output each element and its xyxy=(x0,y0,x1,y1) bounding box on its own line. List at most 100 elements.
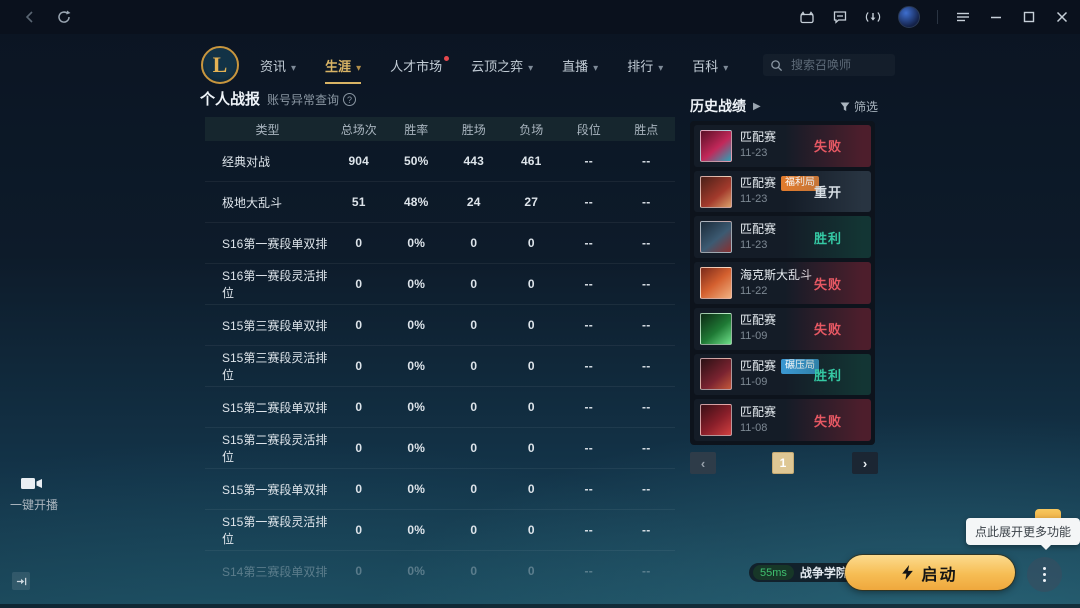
column-header: 段位 xyxy=(576,122,601,137)
nav-tab[interactable]: 直播 xyxy=(562,56,598,84)
collapse-sidebar-button[interactable] xyxy=(12,572,30,590)
champion-avatar xyxy=(700,404,732,437)
summoner-search[interactable] xyxy=(763,54,895,76)
launch-button[interactable]: 启动 xyxy=(845,555,1015,590)
help-icon[interactable]: ? xyxy=(343,93,357,106)
match-card[interactable]: 匹配赛 福利局 11-23 重开 xyxy=(694,170,871,213)
table-row[interactable]: S16第一赛段单双排 0 0% 0 0 -- -- xyxy=(205,223,675,264)
nav-tab[interactable]: 云顶之弈 xyxy=(471,56,533,84)
table-row[interactable]: 极地大乱斗 51 48% 24 27 -- -- xyxy=(205,182,675,223)
minimize-icon[interactable] xyxy=(988,9,1004,25)
cell-losses: 0 xyxy=(527,236,535,250)
maximize-icon[interactable] xyxy=(1021,9,1037,25)
table-row[interactable]: S15第一赛段单双排 0 0% 0 0 -- -- xyxy=(205,469,675,510)
cell-points: -- xyxy=(642,154,651,168)
cell-wins: 0 xyxy=(470,318,478,332)
cell-tier: -- xyxy=(584,523,593,537)
live-tv-icon[interactable] xyxy=(799,9,815,25)
cell-total: 51 xyxy=(351,195,366,209)
match-info: 匹配赛 11-23 xyxy=(740,222,776,253)
main-nav: 资讯 生涯 人才市场 云顶之弈 直播 排行 百科 xyxy=(260,56,728,84)
nav-tab[interactable]: 资讯 xyxy=(260,56,296,84)
cell-wins: 0 xyxy=(470,441,478,455)
current-page-button[interactable]: 1 xyxy=(772,452,794,474)
page-title: 个人战报 xyxy=(200,91,261,108)
table-row[interactable]: S15第二赛段灵活排位 0 0% 0 0 -- -- xyxy=(205,428,675,469)
chevron-right-icon[interactable]: ▶ xyxy=(753,100,761,112)
table-row[interactable]: 经典对战 904 50% 443 461 -- -- xyxy=(205,141,675,182)
queue-label: 匹配赛 xyxy=(740,221,777,236)
stats-table-header: 类型 总场次 胜率 胜场 负场 段位 胜点 xyxy=(205,117,675,141)
match-card[interactable]: 匹配赛 碾压局 11-09 胜利 xyxy=(694,353,871,396)
nav-tab[interactable]: 生涯 xyxy=(325,56,362,84)
account-anomaly-link[interactable]: 账号异常查询 ? xyxy=(267,91,357,108)
cell-type: S15第二赛段灵活排位 xyxy=(222,433,328,464)
column-header: 总场次 xyxy=(340,122,377,137)
match-card[interactable]: 匹配赛 11-23 失败 xyxy=(694,125,871,167)
ping-badge: 55ms xyxy=(753,565,794,580)
cell-total: 0 xyxy=(355,359,363,373)
match-card[interactable]: 匹配赛 11-23 胜利 xyxy=(694,216,871,259)
match-date: 11-09 xyxy=(740,376,768,389)
cell-total: 0 xyxy=(355,523,363,537)
stream-label: 一键开播 xyxy=(9,498,58,512)
table-row[interactable]: S15第二赛段单双排 0 0% 0 0 -- -- xyxy=(205,387,675,428)
more-options-button[interactable] xyxy=(1027,557,1062,592)
cell-type: S16第一赛段灵活排位 xyxy=(222,269,328,300)
cell-total: 0 xyxy=(355,400,363,414)
cell-tier: -- xyxy=(584,482,593,496)
cell-type: S15第三赛段单双排 xyxy=(222,318,328,333)
champion-avatar xyxy=(700,129,732,162)
user-avatar[interactable] xyxy=(898,6,920,28)
cell-wins: 0 xyxy=(470,523,478,537)
cell-tier: -- xyxy=(584,400,593,414)
cell-total: 0 xyxy=(355,277,363,291)
cell-wins: 443 xyxy=(463,154,485,168)
column-header: 胜点 xyxy=(634,122,659,137)
download-icon[interactable] xyxy=(865,9,881,25)
match-result: 重开 xyxy=(785,170,871,213)
cell-losses: 0 xyxy=(527,359,535,373)
nav-tab[interactable]: 百科 xyxy=(692,56,728,84)
table-row[interactable]: S16第一赛段灵活排位 0 0% 0 0 -- -- xyxy=(205,264,675,305)
window-controls xyxy=(799,0,1070,34)
cell-tier: -- xyxy=(584,564,593,578)
refresh-icon[interactable] xyxy=(56,9,72,25)
match-history-panel: 匹配赛 11-23 失败 匹配赛 福利局 11-23 重开 xyxy=(690,121,875,445)
message-icon[interactable] xyxy=(832,9,848,25)
back-icon[interactable] xyxy=(22,9,38,25)
next-page-button[interactable]: › xyxy=(852,452,878,474)
table-row[interactable]: S15第三赛段单双排 0 0% 0 0 -- -- xyxy=(205,305,675,346)
menu-icon[interactable] xyxy=(955,9,971,25)
match-date: 11-22 xyxy=(740,284,768,297)
match-result: 失败 xyxy=(785,307,871,350)
cell-type: S16第一赛段单双排 xyxy=(222,236,328,251)
one-click-stream-button[interactable] xyxy=(21,476,43,491)
match-card[interactable]: 匹配赛 11-08 失败 xyxy=(694,399,871,442)
table-row[interactable]: S15第一赛段灵活排位 0 0% 0 0 -- -- xyxy=(205,510,675,551)
cell-tier: -- xyxy=(584,277,593,291)
history-title: 历史战绩 ▶ xyxy=(690,96,761,116)
table-row[interactable]: S14第三赛段单双排 0 0% 0 0 -- -- xyxy=(205,551,675,591)
cell-wins: 24 xyxy=(466,195,481,209)
cell-type: S15第一赛段单双排 xyxy=(222,482,328,497)
match-info: 匹配赛 11-08 xyxy=(740,405,776,436)
cell-losses: 0 xyxy=(527,523,535,537)
cell-losses: 0 xyxy=(527,564,535,578)
match-card[interactable]: 匹配赛 11-09 失败 xyxy=(694,307,871,350)
nav-tab[interactable]: 人才市场 xyxy=(390,56,450,84)
close-icon[interactable] xyxy=(1054,9,1070,25)
cell-wins: 0 xyxy=(470,359,478,373)
cell-losses: 27 xyxy=(524,195,539,209)
cell-tier: -- xyxy=(584,236,593,250)
match-card[interactable]: 海克斯大乱斗 11-22 失败 xyxy=(694,262,871,304)
queue-label: 匹配赛 xyxy=(740,404,777,419)
prev-page-button[interactable]: ‹ xyxy=(690,452,716,474)
nav-tab[interactable]: 排行 xyxy=(627,56,663,84)
filter-button[interactable]: 筛选 xyxy=(840,98,878,115)
search-input[interactable] xyxy=(789,57,883,73)
table-row[interactable]: S15第三赛段灵活排位 0 0% 0 0 -- -- xyxy=(205,346,675,387)
cell-total: 0 xyxy=(355,236,363,250)
champion-avatar xyxy=(700,312,732,345)
cell-winrate: 0% xyxy=(407,277,426,291)
